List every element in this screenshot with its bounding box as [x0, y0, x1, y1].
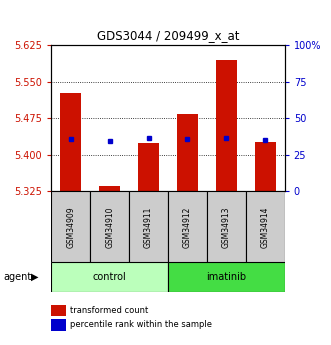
Bar	[207, 191, 246, 262]
Title: GDS3044 / 209499_x_at: GDS3044 / 209499_x_at	[97, 29, 239, 42]
Bar	[90, 191, 129, 262]
Text: GSM34911: GSM34911	[144, 206, 153, 247]
Bar	[246, 191, 285, 262]
Text: imatinib: imatinib	[206, 272, 246, 282]
Bar	[60, 93, 81, 191]
Bar	[177, 114, 198, 191]
Text: GSM34909: GSM34909	[66, 206, 75, 248]
Bar	[215, 60, 237, 191]
Bar	[51, 262, 168, 292]
Bar	[255, 142, 276, 191]
Text: GSM34910: GSM34910	[105, 206, 114, 248]
Bar	[168, 262, 285, 292]
Text: control: control	[93, 272, 126, 282]
Text: GSM34912: GSM34912	[183, 206, 192, 247]
Text: GSM34914: GSM34914	[261, 206, 270, 248]
Bar	[51, 191, 90, 262]
Text: ▶: ▶	[31, 272, 39, 282]
Text: transformed count: transformed count	[70, 306, 148, 315]
Bar	[138, 142, 159, 191]
Text: agent: agent	[3, 272, 31, 282]
Bar	[99, 186, 120, 191]
Text: percentile rank within the sample: percentile rank within the sample	[70, 321, 212, 329]
Bar	[129, 191, 168, 262]
Text: GSM34913: GSM34913	[222, 206, 231, 248]
Bar	[168, 191, 207, 262]
